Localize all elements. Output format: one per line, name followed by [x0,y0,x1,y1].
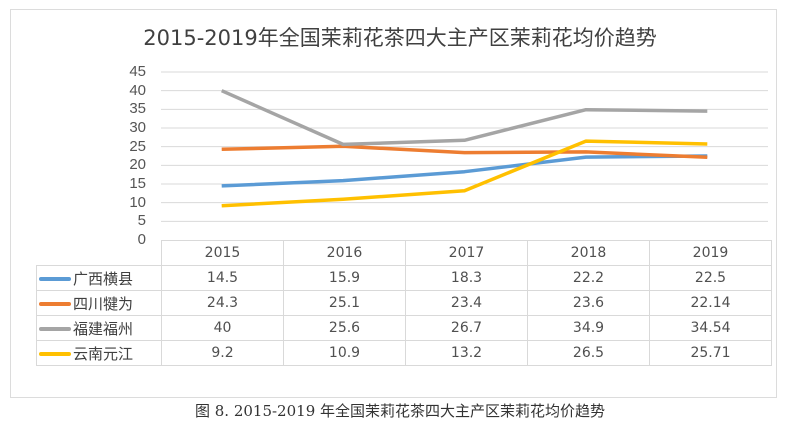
y-tick-label: 35 [129,100,146,118]
data-label: 23.4 [405,290,528,316]
y-tick-label: 30 [129,119,146,136]
y-tick-label: 10 [129,193,146,211]
legend-key-fujian [39,327,71,331]
legend-entry: 云南元江 [36,340,162,366]
x-tick-label: 2016 [283,240,406,266]
table-corner [36,240,162,266]
y-tick-label: 20 [129,156,146,174]
data-label: 22.5 [649,265,772,291]
legend-key-sichuan [39,302,71,306]
data-label: 25.6 [283,315,406,341]
chart-title: 2015-2019年全国茉莉花茶四大主产区茉莉花均价趋势 [143,26,657,50]
table-row: 四川犍为 24.3 25.1 23.4 23.6 22.14 [36,290,772,316]
data-label: 10.9 [283,340,406,366]
y-tick-label: 25 [129,137,146,155]
data-label: 15.9 [283,265,406,291]
data-label: 26.7 [405,315,528,341]
data-label: 22.14 [649,290,772,316]
y-tick-label: 0 [137,231,146,248]
x-tick-label: 2018 [527,240,650,266]
legend-key-guangxi [39,277,71,281]
data-label: 34.54 [649,315,772,341]
figure-caption: 图 8. 2015-2019 年全国茉莉花茶四大主产区茉莉花均价趋势 [194,402,606,420]
series-line [220,89,708,147]
legend-label: 四川犍为 [73,294,134,313]
y-tick-label: 15 [129,175,146,192]
data-label: 22.2 [527,265,650,291]
y-tick-label: 40 [129,81,146,99]
legend-label: 云南元江 [73,344,134,363]
legend-entry: 福建福州 [36,315,162,341]
table-header-row: 2015 2016 2017 2018 2019 [36,240,772,266]
data-label: 23.6 [527,290,650,316]
table-row: 福建福州 40 25.6 26.7 34.9 34.54 [36,315,772,341]
data-label: 26.5 [527,340,650,366]
y-tick-label: 45 [129,63,146,80]
x-tick-label: 2017 [405,240,528,266]
legend-label: 福建福州 [73,319,134,338]
data-label: 40 [161,315,284,341]
table-row: 广西横县 14.5 15.9 18.3 22.2 22.5 [36,265,772,291]
x-tick-label: 2015 [161,240,284,266]
table-row: 云南元江 9.2 10.9 13.2 26.5 25.71 [36,340,772,366]
data-label: 25.71 [649,340,772,366]
x-tick-label: 2019 [649,240,772,266]
data-label: 25.1 [283,290,406,316]
data-label: 24.3 [161,290,284,316]
y-tick-label: 5 [137,212,146,230]
data-label: 13.2 [405,340,528,366]
data-table: 2015 2016 2017 2018 2019 广西横县 14.5 15.9 … [36,240,772,366]
data-label: 9.2 [161,340,284,366]
legend-entry: 广西横县 [36,265,162,291]
data-label: 18.3 [405,265,528,291]
data-label: 34.9 [527,315,650,341]
legend-label: 广西横县 [73,269,134,288]
data-label: 14.5 [161,265,284,291]
legend-key-yunnan [39,352,71,356]
series-line [221,154,708,188]
series-line [221,144,708,160]
legend-entry: 四川犍为 [36,290,162,316]
